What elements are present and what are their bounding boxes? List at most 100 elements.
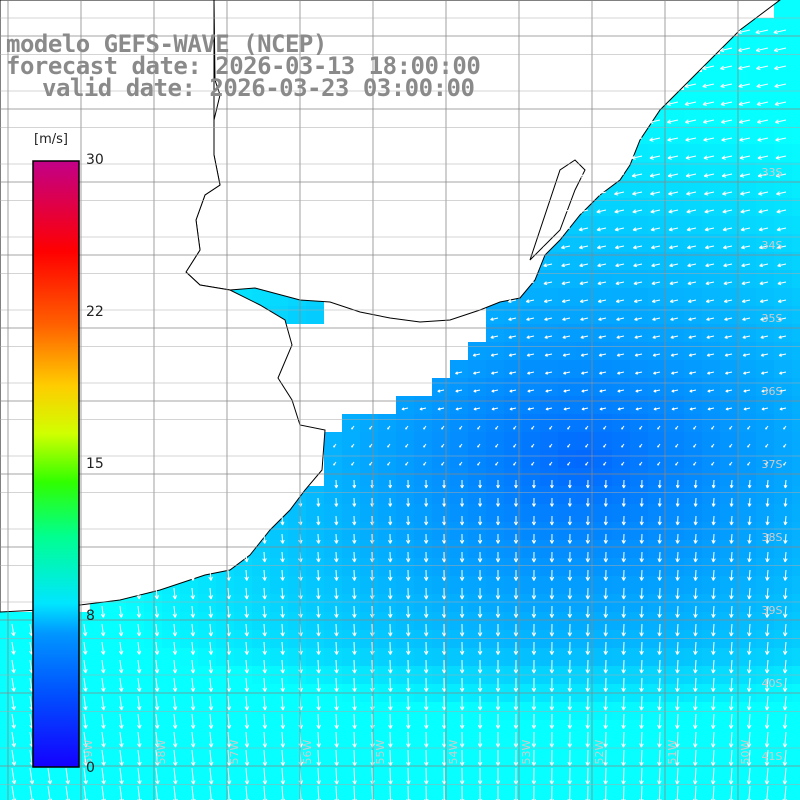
wind-arrow xyxy=(704,209,715,214)
wind-speed-cell xyxy=(162,702,180,720)
wind-speed-cell xyxy=(648,288,666,306)
wind-speed-cell xyxy=(738,504,756,522)
wind-speed-cell xyxy=(216,702,234,720)
wind-speed-cell xyxy=(630,180,648,198)
wind-arrow xyxy=(693,731,698,748)
wind-speed-cell xyxy=(576,504,594,522)
wind-arrow xyxy=(585,461,589,466)
wind-speed-cell xyxy=(594,378,612,396)
wind-arrow xyxy=(387,443,391,448)
wind-speed-cell xyxy=(90,792,108,800)
wind-arrow xyxy=(262,677,268,692)
wind-speed-cell xyxy=(468,738,486,756)
wind-arrow xyxy=(406,479,411,489)
wind-speed-cell xyxy=(630,306,648,324)
wind-arrow xyxy=(172,677,178,692)
wind-arrow xyxy=(675,641,680,655)
wind-arrow xyxy=(244,569,249,581)
wind-speed-cell xyxy=(396,486,414,504)
wind-arrow xyxy=(685,173,697,178)
wind-speed-cell xyxy=(702,360,720,378)
wind-speed-cell xyxy=(576,702,594,720)
wind-arrow xyxy=(711,605,716,618)
wind-arrow xyxy=(773,47,787,53)
wind-arrow xyxy=(756,119,769,124)
wind-arrow xyxy=(544,335,553,339)
wind-arrow xyxy=(758,227,769,232)
wind-arrow xyxy=(190,695,196,711)
wind-speed-cell xyxy=(180,612,198,630)
wind-speed-cell xyxy=(288,792,306,800)
wind-arrow xyxy=(495,552,501,563)
wind-speed-cell xyxy=(576,756,594,774)
wind-speed-cell xyxy=(306,720,324,738)
wind-arrow xyxy=(657,425,661,430)
wind-speed-cell xyxy=(684,774,702,792)
wind-arrow xyxy=(603,461,607,466)
wind-arrow xyxy=(657,767,662,785)
wind-arrow xyxy=(747,515,752,526)
wind-speed-cell xyxy=(432,648,450,666)
wind-speed-cell xyxy=(612,306,630,324)
wind-arrow xyxy=(567,479,572,489)
wind-speed-cell xyxy=(720,342,738,360)
wind-speed-cell xyxy=(360,450,378,468)
wind-arrow xyxy=(639,731,644,748)
wind-arrow xyxy=(621,641,626,655)
wind-speed-cell xyxy=(720,504,738,522)
wind-speed-cell xyxy=(756,738,774,756)
wind-speed-cell xyxy=(684,342,702,360)
wind-arrow xyxy=(615,299,625,303)
wind-arrow xyxy=(531,605,537,618)
wind-speed-cell xyxy=(198,630,216,648)
wind-speed-cell xyxy=(648,774,666,792)
wind-arrow xyxy=(779,389,787,393)
wind-speed-cell xyxy=(702,270,720,288)
wind-speed-cell xyxy=(756,612,774,630)
wind-arrow xyxy=(632,227,643,232)
wind-arrow xyxy=(722,209,733,214)
wind-speed-cell xyxy=(306,522,324,540)
wind-speed-cell xyxy=(720,540,738,558)
wind-speed-cell xyxy=(432,378,450,396)
wind-speed-cell xyxy=(558,648,576,666)
wind-arrow xyxy=(100,641,106,655)
wind-arrow xyxy=(455,389,463,393)
wind-speed-cell xyxy=(666,108,684,126)
wind-arrow xyxy=(621,497,626,507)
wind-arrow xyxy=(316,587,321,600)
wind-arrow xyxy=(280,731,286,748)
wind-speed-cell xyxy=(738,630,756,648)
wind-arrow xyxy=(657,749,662,766)
latitude-label: 34S xyxy=(762,239,783,252)
wind-arrow xyxy=(711,479,716,489)
wind-speed-cell xyxy=(630,468,648,486)
wind-arrow xyxy=(702,65,715,71)
wind-arrow xyxy=(757,155,769,160)
wind-speed-cell xyxy=(396,558,414,576)
wind-arrow xyxy=(136,605,142,618)
wind-arrow xyxy=(11,713,16,729)
wind-arrow xyxy=(783,443,787,448)
wind-speed-cell xyxy=(774,180,792,198)
wind-speed-cell xyxy=(540,396,558,414)
wind-arrow xyxy=(333,461,337,466)
wind-speed-cell xyxy=(378,756,396,774)
wind-arrow xyxy=(154,659,160,674)
wind-speed-cell xyxy=(522,468,540,486)
wind-arrow xyxy=(280,749,286,766)
wind-speed-cell xyxy=(504,774,522,792)
wind-arrow xyxy=(702,83,715,88)
wind-speed-cell xyxy=(540,774,558,792)
wind-speed-cell xyxy=(558,738,576,756)
wind-speed-cell xyxy=(540,504,558,522)
wind-arrow xyxy=(567,677,573,692)
wind-arrow xyxy=(585,443,589,448)
wind-speed-cell xyxy=(540,648,558,666)
wind-speed-cell xyxy=(504,792,522,800)
wind-speed-cell xyxy=(702,288,720,306)
wind-arrow xyxy=(719,47,733,53)
wind-arrow xyxy=(477,605,483,618)
wind-arrow xyxy=(603,425,607,430)
wind-arrow xyxy=(765,497,770,507)
